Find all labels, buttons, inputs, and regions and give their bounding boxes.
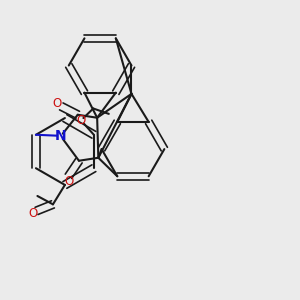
Text: O: O: [77, 114, 86, 127]
Text: O: O: [52, 97, 62, 110]
Text: O: O: [28, 206, 38, 220]
Text: N: N: [55, 129, 66, 143]
Text: O: O: [64, 175, 74, 188]
